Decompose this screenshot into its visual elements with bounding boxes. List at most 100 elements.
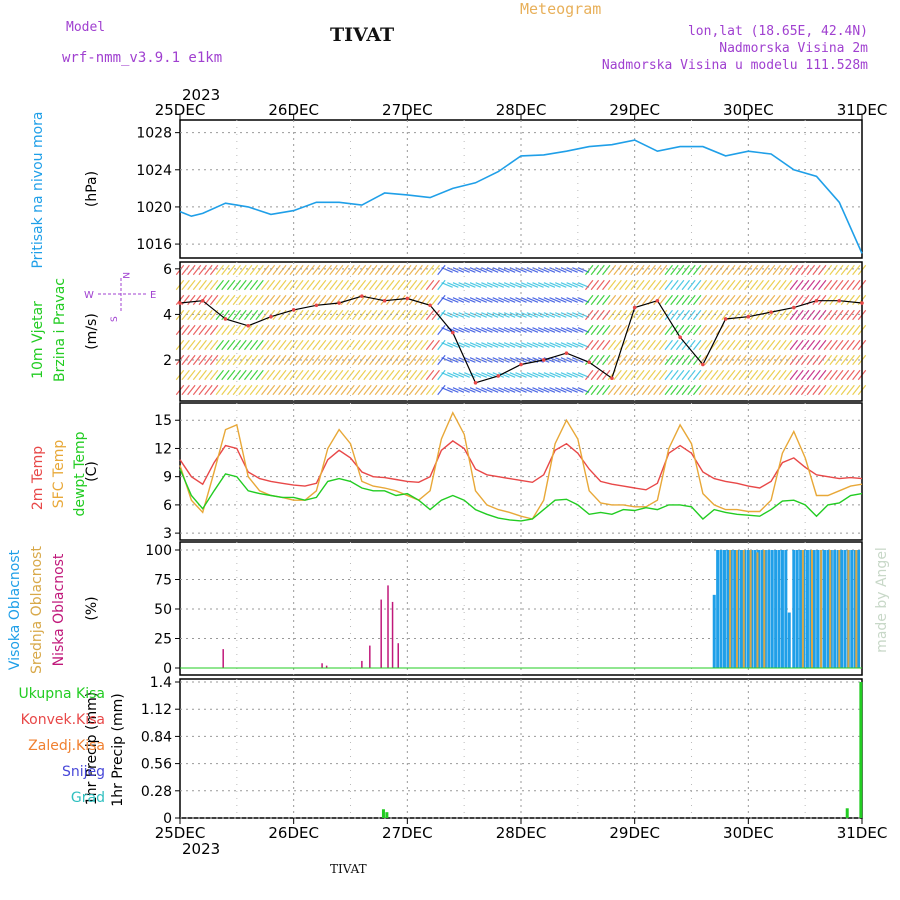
cloud-bar-visoka [726,550,730,668]
wind-speed-point [541,358,546,362]
cloud-bar-visoka [763,550,767,668]
side-label-dewpt: dewpt Temp [72,431,88,516]
wind-speed-point [564,351,569,355]
cloud-bar-visoka [809,550,813,668]
cloud-bar-srednja [756,552,759,668]
wind-speed-point [814,298,819,303]
cloud-bar-visoka [799,550,803,668]
panel-frame-pressure [179,119,863,259]
cloud-bar-visoka [767,550,771,668]
model-elevation-label: Nadmorska Visina u modelu 111.528m [601,58,868,73]
side-label-pressure: Pritisak na nivou mora [30,111,46,268]
cloud-bar-visoka [712,594,716,668]
precip-bar-ukupna [381,809,385,818]
compass-s: S [110,316,120,322]
top-date-label: 25DEC [155,101,206,119]
side-label-temp2m: 2m Temp [30,446,46,510]
cloud-bar-visoka [812,550,816,668]
cloud-bar-visoka [729,550,733,668]
precip-legend-item: Grad [71,790,105,806]
side-label-wind-2: Brzina i Pravac [52,278,68,382]
y-tick-label-precip: 0.28 [141,784,172,800]
cloud-bar-visoka [822,550,826,668]
cloud-bar-visoka [736,550,740,668]
compass-w: W [84,290,94,301]
cloud-bar-visoka [743,550,747,668]
wind-speed-point [632,305,637,310]
wind-speed-point [428,303,432,308]
cloud-bar-visoka [787,612,791,668]
precip-legend-item: Zaledj.Kisa [28,738,105,754]
wind-speed-point [360,294,364,298]
wind-speed-point [178,301,182,305]
cloud-bar-visoka [857,550,861,668]
cloud-bar-srednja [847,550,850,668]
cloud-bar-srednja [801,550,804,668]
y-tick-label-wind: 2 [163,353,172,369]
y-tick-label-temperature: 3 [163,526,172,542]
y-tick-label-temperature: 12 [154,441,172,457]
wind-speed-point [701,362,705,367]
elevation-label: Nadmorska Visina 2m [719,41,868,56]
wind-speed-point [769,310,773,314]
y-tick-label-wind: 6 [163,262,172,278]
wind-speed-point [746,314,751,319]
wind-speed-point [200,298,205,303]
y-axis-label-pressure: (hPa) [84,171,100,207]
cloud-bar-visoka [746,550,750,668]
cloud-bar-visoka [757,550,761,668]
panel-frame-wind [179,261,863,402]
cloud-bar-visoka [774,550,778,668]
cloud-bar-srednja [829,550,832,668]
cloud-bar-visoka [784,550,788,668]
panel-frame-precip [179,678,863,819]
cloud-bar-visoka [843,550,847,668]
bottom-date-label: 29DEC [609,824,660,842]
y-tick-label-precip: 0.56 [141,757,172,773]
compass-n: N [120,272,130,279]
top-date-label: 30DEC [723,101,774,119]
footer-station: TIVAT [330,862,367,876]
y-tick-label-precip: 0.84 [141,729,172,745]
side-label-wind-1: 10m Vjetar [30,301,46,379]
y-tick-label-cloud: 100 [145,543,172,559]
precip-bar-ukupna [845,808,849,818]
bottom-date-label: 26DEC [268,824,319,842]
wind-speed-point [723,317,728,321]
cloud-bar-visoka [829,550,833,668]
y-tick-label-precip: 1.4 [150,675,172,691]
cloud-bar-visoka [750,550,754,668]
y-tick-label-cloud: 50 [154,602,172,618]
model-label: Model [66,20,106,35]
cloud-bar-visoka [833,550,837,668]
wind-speed-point [451,330,455,335]
top-date-label: 29DEC [609,101,660,119]
temp-line-0 [179,440,863,491]
cloud-bar-visoka [722,550,726,668]
wind-speed-point [610,376,614,381]
cloud-bar-niska [380,599,382,668]
bottom-year-label: 2023 [182,840,220,858]
wind-barb-field [175,264,867,396]
wind-speed-point [314,303,319,308]
wind-speed-point [792,305,796,310]
side-label-srednja: Srednja Oblacnost [29,546,45,674]
compass-e: E [150,290,156,301]
y-tick-label-cloud: 0 [163,661,172,677]
side-label-niska: Niska Oblacnost [51,553,67,666]
wind-speed-point [246,324,250,328]
cloud-bar-visoka [719,550,723,668]
y-tick-label-pressure: 1016 [136,237,172,253]
wind-speed-point [269,314,273,319]
wind-speed-point [587,360,591,365]
cloud-bar-srednja [820,550,823,668]
cloud-bar-srednja [763,550,766,668]
y-tick-label-wind: 4 [163,307,172,323]
wind-speed-point [382,298,387,303]
cloud-bar-visoka [802,550,806,668]
top-year-label: 2023 [182,86,220,104]
precip-legend-item: Konvek.Kisa [21,712,105,728]
cloud-bar-niska [361,660,363,668]
